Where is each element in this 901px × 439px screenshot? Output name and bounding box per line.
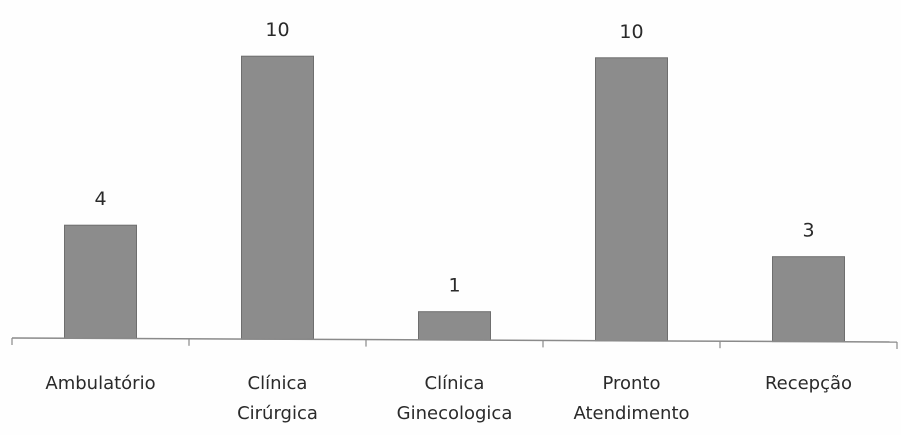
- bar: [64, 224, 137, 339]
- category-label: Recepção: [765, 373, 852, 394]
- category-label: Atendimento: [573, 403, 689, 424]
- labels-layer: 4 Ambulatório 10 Clínica Cirúrgica 1 Clínica Gi…: [45, 19, 852, 424]
- data-label: 1: [448, 275, 460, 297]
- bar: [241, 55, 314, 340]
- data-label: 10: [265, 19, 289, 41]
- x-axis-line: [11, 337, 898, 343]
- data-label: 3: [802, 220, 814, 242]
- bar: [418, 311, 491, 341]
- category-label: Clínica: [425, 373, 485, 394]
- bar: [772, 256, 845, 343]
- bars-layer: [64, 55, 845, 343]
- category-label: Pronto: [602, 373, 660, 394]
- category-label: Ginecologica: [397, 403, 513, 424]
- x-axis-ticks: [11, 338, 898, 349]
- data-label: 4: [94, 188, 106, 210]
- data-label: 10: [619, 21, 643, 43]
- category-label: Clínica: [248, 373, 308, 394]
- bar: [595, 57, 668, 342]
- category-label: Cirúrgica: [237, 403, 318, 424]
- category-label: Ambulatório: [45, 373, 155, 394]
